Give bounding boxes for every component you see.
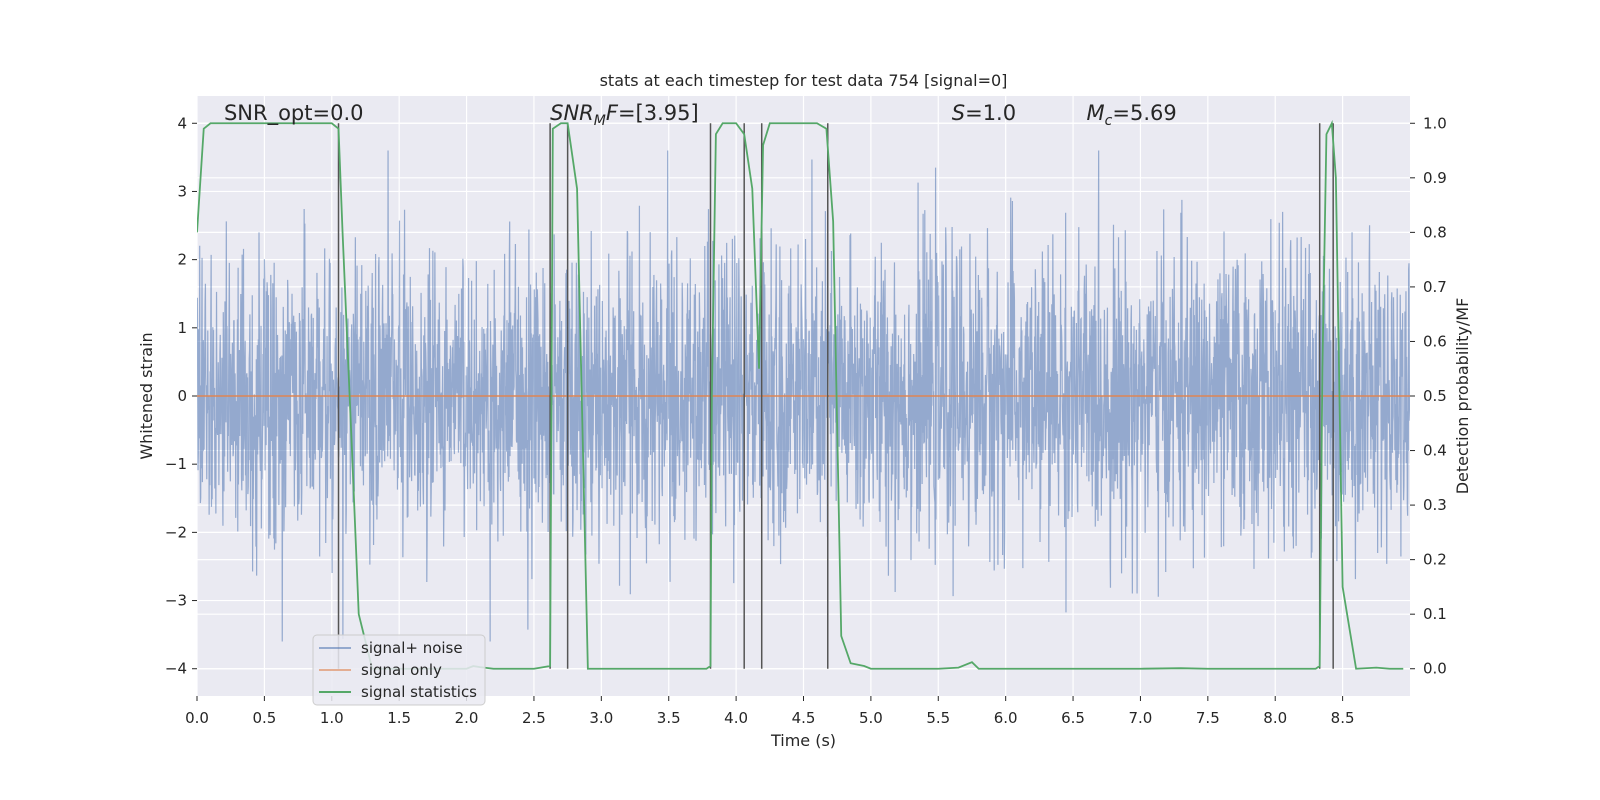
y2-ticks: 1.0 0.9 0.8 0.7 0.6 0.5 0.4 0.3 0.2 0.1 0.0 <box>1410 114 1447 678</box>
x-tick-label: 8.5 <box>1331 709 1355 727</box>
x-tick-label: 3.5 <box>657 709 681 727</box>
x-tick-label: 5.5 <box>926 709 950 727</box>
y2-tick-label: 0.1 <box>1423 605 1447 623</box>
annotation-s-stat: S=1.0 <box>952 101 1016 125</box>
y-tick-label: 2 <box>177 251 187 269</box>
annotation-snr-opt: SNR_opt=0.0 <box>224 101 364 126</box>
x-tick-label: 6.0 <box>994 709 1018 727</box>
x-tick-label: 3.0 <box>589 709 613 727</box>
y-ticks: 4 3 2 1 0 −1 −2 −3 −4 <box>165 114 197 678</box>
y2-tick-label: 0.7 <box>1423 278 1447 296</box>
y2-tick-label: 0.3 <box>1423 496 1447 514</box>
x-tick-label: 5.0 <box>859 709 883 727</box>
y-tick-label: −4 <box>165 660 187 678</box>
chart-title: stats at each timestep for test data 754… <box>600 71 1008 90</box>
x-tick-label: 8.0 <box>1263 709 1287 727</box>
x-tick-label: 0.5 <box>252 709 276 727</box>
x-tick-label: 4.5 <box>792 709 816 727</box>
x-tick-label: 7.0 <box>1129 709 1153 727</box>
legend: signal+ noise signal only signal statistic… <box>312 634 486 706</box>
y2-tick-label: 1.0 <box>1423 114 1447 132</box>
y-tick-label: 3 <box>177 182 187 200</box>
legend-frame <box>312 634 486 706</box>
y2-tick-label: 0.2 <box>1423 551 1447 569</box>
y2-tick-label: 0.0 <box>1423 660 1447 678</box>
x-tick-label: 7.5 <box>1196 709 1220 727</box>
legend-entry: signal statistics <box>361 683 477 701</box>
annotation-snr-mf: SNRMF=[3.95] <box>550 101 699 129</box>
x-tick-label: 6.5 <box>1061 709 1085 727</box>
y-tick-label: 0 <box>177 387 187 405</box>
annotations: SNR_opt=0.0 SNRMF=[3.95] S=1.0 Mc=5.69 <box>224 101 1177 129</box>
y-axis-label: Whitened strain <box>137 332 156 459</box>
x-tick-label: 1.0 <box>320 709 344 727</box>
y-tick-label: −1 <box>165 455 187 473</box>
x-ticks: 0.0 0.5 1.0 1.5 2.0 2.5 3.0 3.5 4.0 4.5 5.0 5.5 6.0 6… <box>185 696 1355 727</box>
y2-tick-label: 0.4 <box>1423 442 1447 460</box>
x-tick-label: 2.5 <box>522 709 546 727</box>
x-tick-label: 4.0 <box>724 709 748 727</box>
legend-entry: signal only <box>361 661 442 679</box>
y-tick-label: 4 <box>177 114 187 132</box>
x-axis-label: Time (s) <box>770 731 836 750</box>
y2-tick-label: 0.8 <box>1423 223 1447 241</box>
x-tick-label: 1.5 <box>387 709 411 727</box>
series-signal-noise <box>197 150 1410 642</box>
y-tick-label: −3 <box>165 592 187 610</box>
y2-axis-label: Detection probability/MF <box>1453 298 1472 495</box>
x-tick-label: 2.0 <box>455 709 479 727</box>
y2-tick-label: 0.6 <box>1423 332 1447 350</box>
annotation-mc: Mc=5.69 <box>1087 101 1177 129</box>
y-tick-label: −2 <box>165 523 187 541</box>
y-tick-label: 1 <box>177 319 187 337</box>
x-tick-label: 0.0 <box>185 709 209 727</box>
y2-tick-label: 0.9 <box>1423 169 1447 187</box>
legend-entry: signal+ noise <box>361 639 463 657</box>
y2-tick-label: 0.5 <box>1423 387 1447 405</box>
